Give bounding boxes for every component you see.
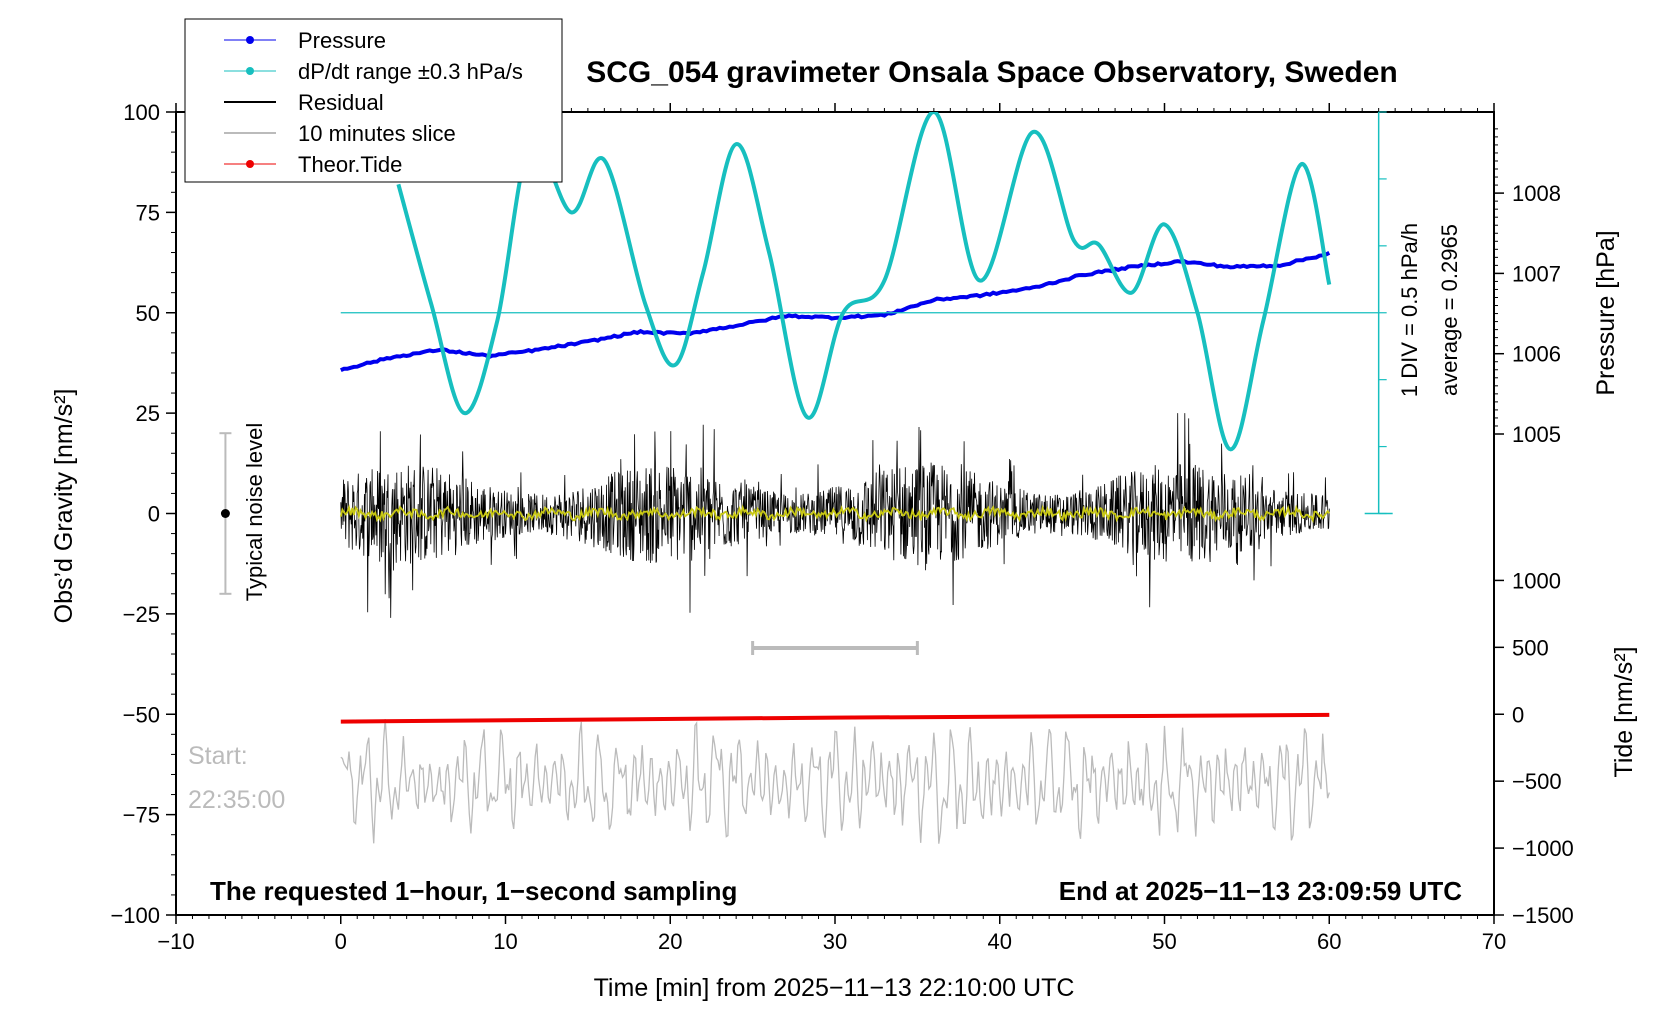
legend-label-tide: Theor.Tide [298, 152, 402, 177]
pressure-series-line [339, 251, 1331, 373]
y-axis-label-pressure: Pressure [hPa] [1592, 230, 1620, 395]
tide-tick-label: 0 [1512, 702, 1524, 727]
legend-item-residual: Residual [224, 90, 384, 115]
y-tick-label: −50 [123, 702, 160, 727]
x-tick-label: 20 [658, 929, 682, 954]
x-tick-label: 10 [493, 929, 517, 954]
y-axis-label-tide: Tide [nm/s²] [1610, 646, 1638, 777]
dpdt-div-label: 1 DIV = 0.5 hPa/h [1397, 223, 1422, 397]
residual-series-line [340, 413, 1330, 618]
x-tick-label: −10 [157, 929, 194, 954]
y-tick-label: 100 [123, 100, 160, 125]
x-tick-label: 40 [988, 929, 1012, 954]
legend-box [184, 18, 563, 183]
legend-item-pressure: Pressure [224, 28, 386, 53]
legend-marker-pressure [246, 36, 254, 44]
pressure-axis-ticks: 1008 1007 1006 1005 [1494, 128, 1561, 447]
annotation-end-time: End at 2025−11−13 23:09:59 UTC [1059, 876, 1462, 906]
y-tick-label: −100 [110, 903, 160, 928]
legend-label-pressure: Pressure [298, 28, 386, 53]
legend-item-tide: Theor.Tide [224, 152, 402, 177]
legend-item-dpdt: dP/dt range ±0.3 hPa/s [224, 59, 523, 84]
tide-tick-label: −1000 [1512, 836, 1574, 861]
legend-label-dpdt: dP/dt range ±0.3 hPa/s [298, 59, 523, 84]
tide-tick-label: 1000 [1512, 568, 1561, 593]
legend-label-residual: Residual [298, 90, 384, 115]
smoothed-series-line [339, 504, 1330, 524]
pressure-tick-label: 1007 [1512, 261, 1561, 286]
x-tick-label: 50 [1152, 929, 1176, 954]
dpdt-average-label: average = 0.2965 [1437, 224, 1462, 396]
legend-marker-dpdt [246, 67, 254, 75]
y-tick-label: 25 [136, 401, 160, 426]
annotation-sampling: The requested 1−hour, 1−second sampling [210, 876, 737, 906]
x-tick-label: 0 [335, 929, 347, 954]
noise-bar-center [220, 509, 230, 518]
tide-tick-label: −1500 [1512, 903, 1574, 928]
y-tick-label: 0 [148, 502, 160, 527]
start-label: Start: [188, 742, 248, 770]
x-axis-ticks: −10 0 10 20 30 40 50 60 70 [157, 103, 1506, 954]
y-axis-label-left: Obs’d Gravity [nm/s²] [50, 389, 78, 624]
y-tick-label: 50 [136, 301, 160, 326]
legend-item-slice: 10 minutes slice [224, 121, 456, 146]
tide-axis-ticks: 1000 500 0 −500 −1000 −1500 [1494, 568, 1574, 928]
x-tick-label: 60 [1317, 929, 1341, 954]
slice-series-line [340, 719, 1330, 844]
pressure-tick-label: 1005 [1512, 422, 1561, 447]
noise-level-label: Typical noise level [242, 423, 267, 602]
y-axis-ticks: 100 75 50 25 0 −25 −50 −75 −100 [110, 100, 176, 928]
pressure-tick-label: 1006 [1512, 342, 1561, 367]
extra-layer [219, 111, 1393, 656]
x-axis-label: Time [min] from 2025−11−13 22:10:00 UTC [594, 974, 1075, 1002]
legend-marker-tide [246, 160, 254, 168]
chart-title: SCG_054 gravimeter Onsala Space Observat… [586, 56, 1398, 89]
legend: Pressure dP/dt range ±0.3 hPa/s Residual… [184, 18, 563, 183]
x-tick-label: 30 [823, 929, 847, 954]
y-tick-label: 75 [136, 200, 160, 225]
start-time-label: 22:35:00 [188, 786, 285, 814]
y-tick-label: −75 [123, 803, 160, 828]
pressure-tick-label: 1008 [1512, 181, 1561, 206]
tide-series-line [340, 712, 1330, 724]
x-tick-label: 70 [1482, 929, 1506, 954]
legend-label-slice: 10 minutes slice [298, 121, 456, 146]
y-tick-label: −25 [123, 602, 160, 627]
tide-tick-label: −500 [1512, 769, 1562, 794]
tide-tick-label: 500 [1512, 635, 1549, 660]
